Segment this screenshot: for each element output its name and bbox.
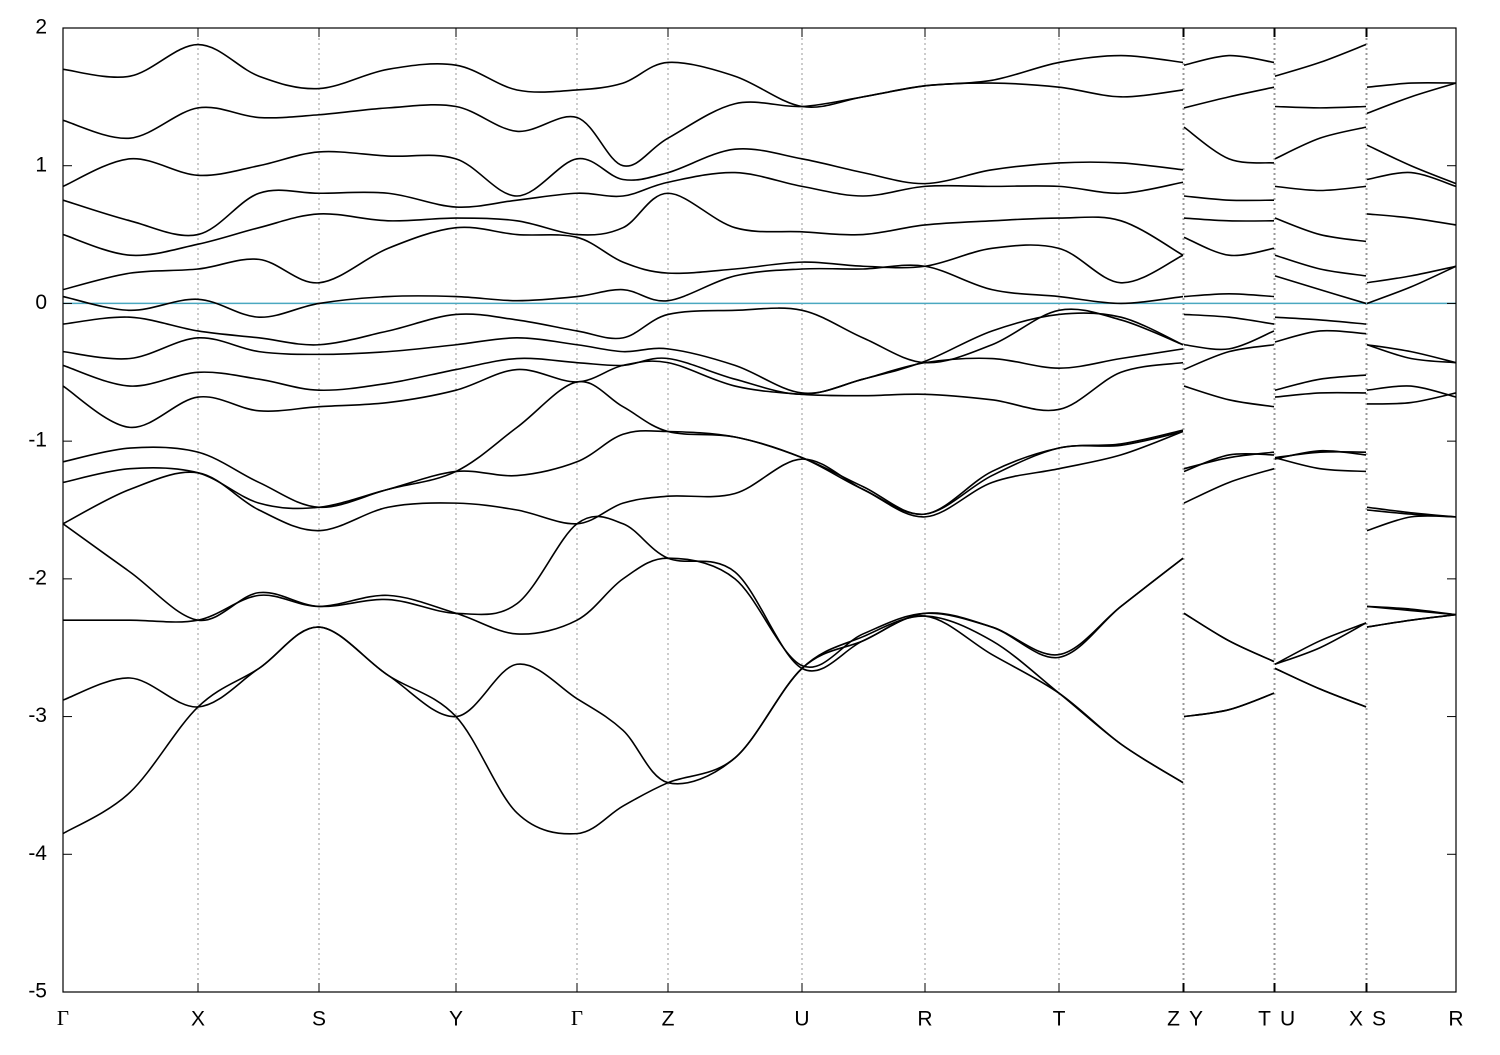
band xyxy=(63,430,1456,518)
y-tick-label: 1 xyxy=(35,153,47,176)
band xyxy=(63,557,1456,668)
band xyxy=(63,613,1456,785)
band xyxy=(63,126,1456,197)
x-tick-label: R xyxy=(917,1008,932,1031)
x-tick-label: Z xyxy=(662,1008,675,1031)
x-tick-label: U xyxy=(1280,1008,1295,1031)
band xyxy=(63,515,1456,672)
x-tick-label: Y xyxy=(449,1008,463,1031)
band xyxy=(63,613,1456,835)
x-tick-label: T xyxy=(1053,1008,1066,1031)
x-tick-label: Y xyxy=(1189,1008,1203,1031)
band xyxy=(63,360,1456,429)
y-tick-label: 2 xyxy=(35,16,47,39)
band xyxy=(63,171,1456,237)
x-tick-label: X xyxy=(191,1008,205,1031)
band xyxy=(63,192,1456,257)
y-tick-label: -3 xyxy=(28,704,47,727)
x-tick-label: R xyxy=(1448,1008,1463,1031)
y-tick-label: -2 xyxy=(28,566,47,589)
band xyxy=(63,43,1456,109)
band xyxy=(63,264,1456,319)
x-tick-label: Γ xyxy=(571,1006,583,1030)
x-tick-label: X xyxy=(1349,1008,1363,1031)
band xyxy=(63,307,1456,364)
x-tick-label: U xyxy=(794,1008,809,1031)
y-tick-label: -5 xyxy=(28,980,47,1003)
band xyxy=(63,312,1456,395)
x-tick-label: T xyxy=(1258,1008,1271,1031)
band xyxy=(63,226,1456,291)
grid xyxy=(197,28,1368,992)
x-tick-label: S xyxy=(312,1008,326,1031)
band xyxy=(63,430,1456,532)
band xyxy=(63,343,1456,398)
y-tick-label: -1 xyxy=(28,429,47,452)
x-tick-label: Γ xyxy=(57,1006,69,1030)
x-tick-label: Z xyxy=(1167,1008,1180,1031)
band xyxy=(63,82,1456,167)
y-tick-label: 0 xyxy=(35,291,47,314)
x-tick-label: S xyxy=(1372,1008,1386,1031)
bands xyxy=(63,43,1456,835)
plot-frame xyxy=(62,27,1457,993)
y-tick-label: -4 xyxy=(28,842,47,865)
band xyxy=(63,380,1456,518)
